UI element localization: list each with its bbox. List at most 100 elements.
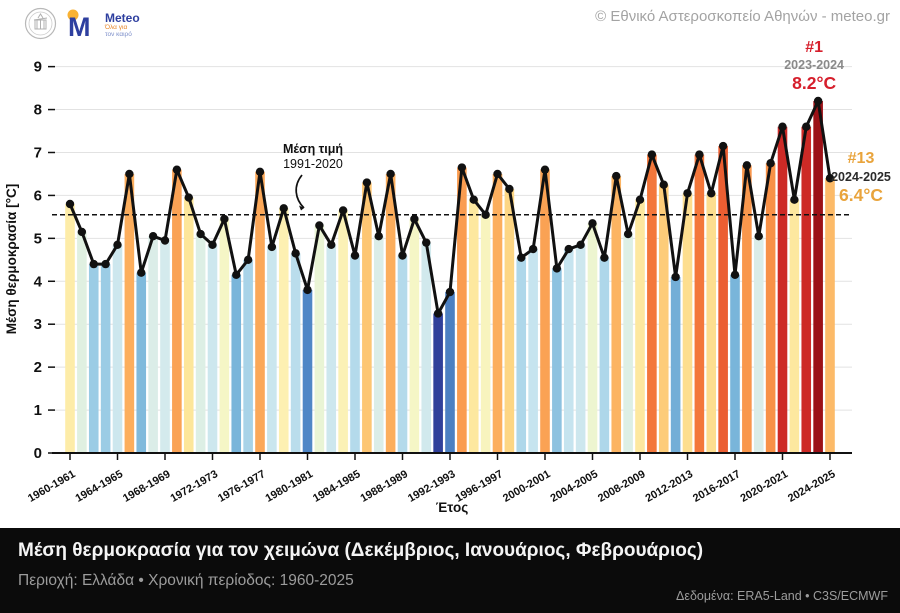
data-point-1984-1985 xyxy=(350,251,360,260)
bar-1985-1986 xyxy=(362,182,372,453)
x-tick-label: 1988-1989 xyxy=(358,468,410,505)
data-point-1980-1981 xyxy=(303,285,312,295)
bar-2018-2019 xyxy=(753,236,764,453)
data-point-2024-2025 xyxy=(825,174,835,183)
x-tick-label: 1972-1973 xyxy=(168,468,220,505)
bar-1993-1994 xyxy=(457,167,467,453)
bar-1981-1982 xyxy=(314,225,325,453)
x-tick-label: 2020-2021 xyxy=(738,468,790,505)
x-tick-label: 2008-2009 xyxy=(596,468,648,505)
seal-building-glyph xyxy=(33,13,48,30)
mean-label-arrow xyxy=(295,174,305,209)
bar-2021-2022 xyxy=(789,199,800,453)
bar-1973-1974 xyxy=(219,219,230,453)
data-point-2010-2011 xyxy=(659,180,668,189)
bar-2012-2013 xyxy=(682,193,693,453)
bar-1996-1997 xyxy=(492,173,503,453)
data-point-2000-2001 xyxy=(540,165,550,174)
bar-1963-1964 xyxy=(100,264,111,453)
data-point-1979-1980 xyxy=(291,249,300,258)
x-tick-label: 2012-2013 xyxy=(643,468,695,505)
data-point-1999-2000 xyxy=(528,244,538,254)
rank13-badge: #13 xyxy=(848,150,875,167)
bar-1962-1963 xyxy=(88,264,99,453)
meteo-m-icon: M xyxy=(67,9,91,40)
rank1-value: 8.2°C xyxy=(792,73,836,93)
data-point-1989-1990 xyxy=(410,214,419,224)
data-point-2009-2010 xyxy=(647,150,657,159)
bar-2014-2015 xyxy=(706,193,717,453)
data-point-2003-2004 xyxy=(576,240,585,249)
bar-2020-2021 xyxy=(777,126,788,454)
chart-area: 1960-1961 1964-1965 1968-1969 1972-1973 1976… xyxy=(4,39,891,515)
bar-1992-1993 xyxy=(445,292,455,453)
bar-2024-2025 xyxy=(825,178,835,454)
bar-1991-1992 xyxy=(433,313,443,453)
data-source-credit: Δεδομένα: ERA5-Land • C3S/ECMWF xyxy=(676,589,888,603)
rank13-season: 2024-2025 xyxy=(831,170,891,184)
data-point-2021-2022 xyxy=(790,195,799,204)
temperature-chart: 1960-19611964-19651968-19691972-19731976… xyxy=(4,39,891,515)
bar-1989-1990 xyxy=(409,219,420,453)
data-point-1996-1997 xyxy=(493,169,502,179)
y-tick-label: 4 xyxy=(34,273,43,290)
figure-subtitle: Περιοχή: Ελλάδα • Χρονική περίοδος: 1960… xyxy=(18,572,354,589)
bar-1960-1961 xyxy=(65,204,75,453)
bar-2007-2008 xyxy=(623,234,633,453)
data-point-2006-2007 xyxy=(612,171,621,181)
data-point-2005-2006 xyxy=(600,253,609,262)
data-point-1969-1970 xyxy=(172,165,182,174)
y-tick-label: 5 xyxy=(34,230,42,247)
bar-1990-1991 xyxy=(421,242,432,453)
data-point-1976-1977 xyxy=(255,167,265,177)
data-point-1987-1988 xyxy=(386,169,395,179)
data-point-1995-1996 xyxy=(481,210,490,219)
meteo-brand-text: Meteo xyxy=(105,11,140,25)
bar-1994-1995 xyxy=(468,199,479,453)
data-point-2022-2023 xyxy=(802,122,811,131)
bar-1998-1999 xyxy=(516,257,527,453)
bar-2003-2004 xyxy=(575,244,586,453)
data-point-1990-1991 xyxy=(422,238,431,247)
data-point-2023-2024 xyxy=(813,96,823,106)
data-point-2018-2019 xyxy=(754,232,763,241)
rank13-value: 6.4°C xyxy=(839,185,883,205)
bar-1977-1978 xyxy=(267,246,277,453)
data-point-2004-2005 xyxy=(588,219,597,228)
bar-2023-2024 xyxy=(813,100,823,453)
bar-1965-1966 xyxy=(124,173,135,453)
data-point-1971-1972 xyxy=(196,229,205,239)
bar-2006-2007 xyxy=(611,176,622,453)
mean-label-title: Μέση τιμή xyxy=(283,142,343,156)
x-tick-label: 2000-2001 xyxy=(501,468,553,505)
observatory-seal-logo xyxy=(24,7,57,40)
y-tick-label: 1 xyxy=(34,402,42,419)
data-point-2002-2003 xyxy=(564,244,573,254)
data-point-1988-1989 xyxy=(398,251,407,260)
bar-2011-2012 xyxy=(670,276,681,453)
data-point-1972-1973 xyxy=(208,240,217,249)
bar-1964-1965 xyxy=(112,244,123,453)
data-point-2017-2018 xyxy=(742,161,752,170)
bar-1967-1968 xyxy=(148,236,158,453)
x-tick-label: 1984-1985 xyxy=(311,468,363,505)
data-point-1983-1984 xyxy=(338,206,348,215)
meteo-logo: M Meteo Όλα για τον καιρό xyxy=(64,6,140,40)
y-tick-label: 7 xyxy=(34,144,42,161)
bar-1986-1987 xyxy=(373,236,384,453)
x-axis-title: Έτος xyxy=(436,500,468,515)
bar-1974-1975 xyxy=(231,274,242,453)
bar-1975-1976 xyxy=(243,259,253,453)
y-tick-label: 6 xyxy=(34,187,42,204)
data-point-2007-2008 xyxy=(623,229,633,239)
data-point-1973-1974 xyxy=(220,214,229,224)
bar-1961-1962 xyxy=(77,231,87,453)
bar-1987-1988 xyxy=(385,173,396,453)
copyright-credit: © Εθνικό Αστεροσκοπείο Αθηνών - meteo.gr xyxy=(595,8,890,25)
bar-1976-1977 xyxy=(255,171,265,453)
bar-1978-1979 xyxy=(278,208,289,453)
y-tick-label: 2 xyxy=(34,359,42,376)
svg-text:M: M xyxy=(68,12,91,40)
y-tick-label: 9 xyxy=(34,59,42,76)
y-axis-title: Μέση θερμοκρασία [°C] xyxy=(4,184,19,334)
